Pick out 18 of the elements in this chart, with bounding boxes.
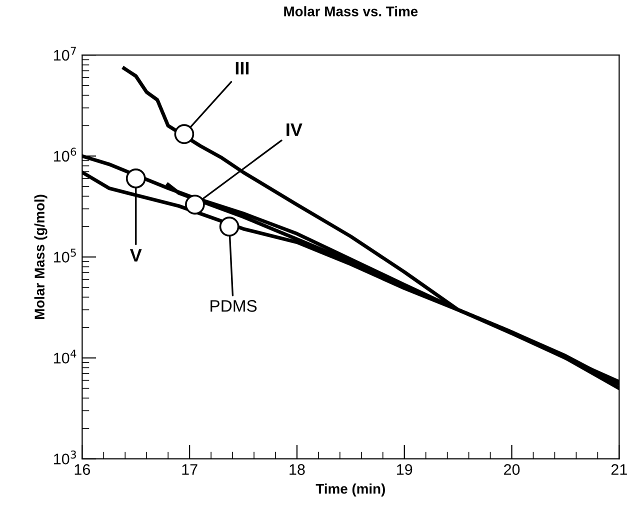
y-tick-label: 10$^{4}$	[54, 350, 76, 364]
annotation: III	[236, 62, 249, 74]
annotation: IV	[286, 123, 302, 136]
y-axis-title: Molar Mass (g/mol)	[34, 194, 48, 319]
x-tick-label: 21	[611, 464, 627, 475]
y-tick-label: 10$^{3}$	[54, 450, 76, 464]
x-tick-label: 16	[74, 464, 90, 475]
annotation: PDMS	[210, 300, 257, 312]
x-axis-title: Time (min)	[316, 484, 385, 496]
y-tick-label: 10$^{5}$	[54, 248, 76, 263]
x-tick-label: 18	[290, 464, 305, 475]
x-tick-label: 19	[397, 464, 412, 475]
chart-title: Molar Mass vs. Time	[284, 6, 418, 16]
y-tick-label: 10$^{7}$	[54, 46, 76, 61]
x-tick-label: 17	[182, 464, 198, 475]
x-tick-label: 20	[504, 464, 520, 475]
annotation: V	[130, 249, 142, 262]
y-tick-label: 10$^{6}$	[54, 148, 76, 162]
